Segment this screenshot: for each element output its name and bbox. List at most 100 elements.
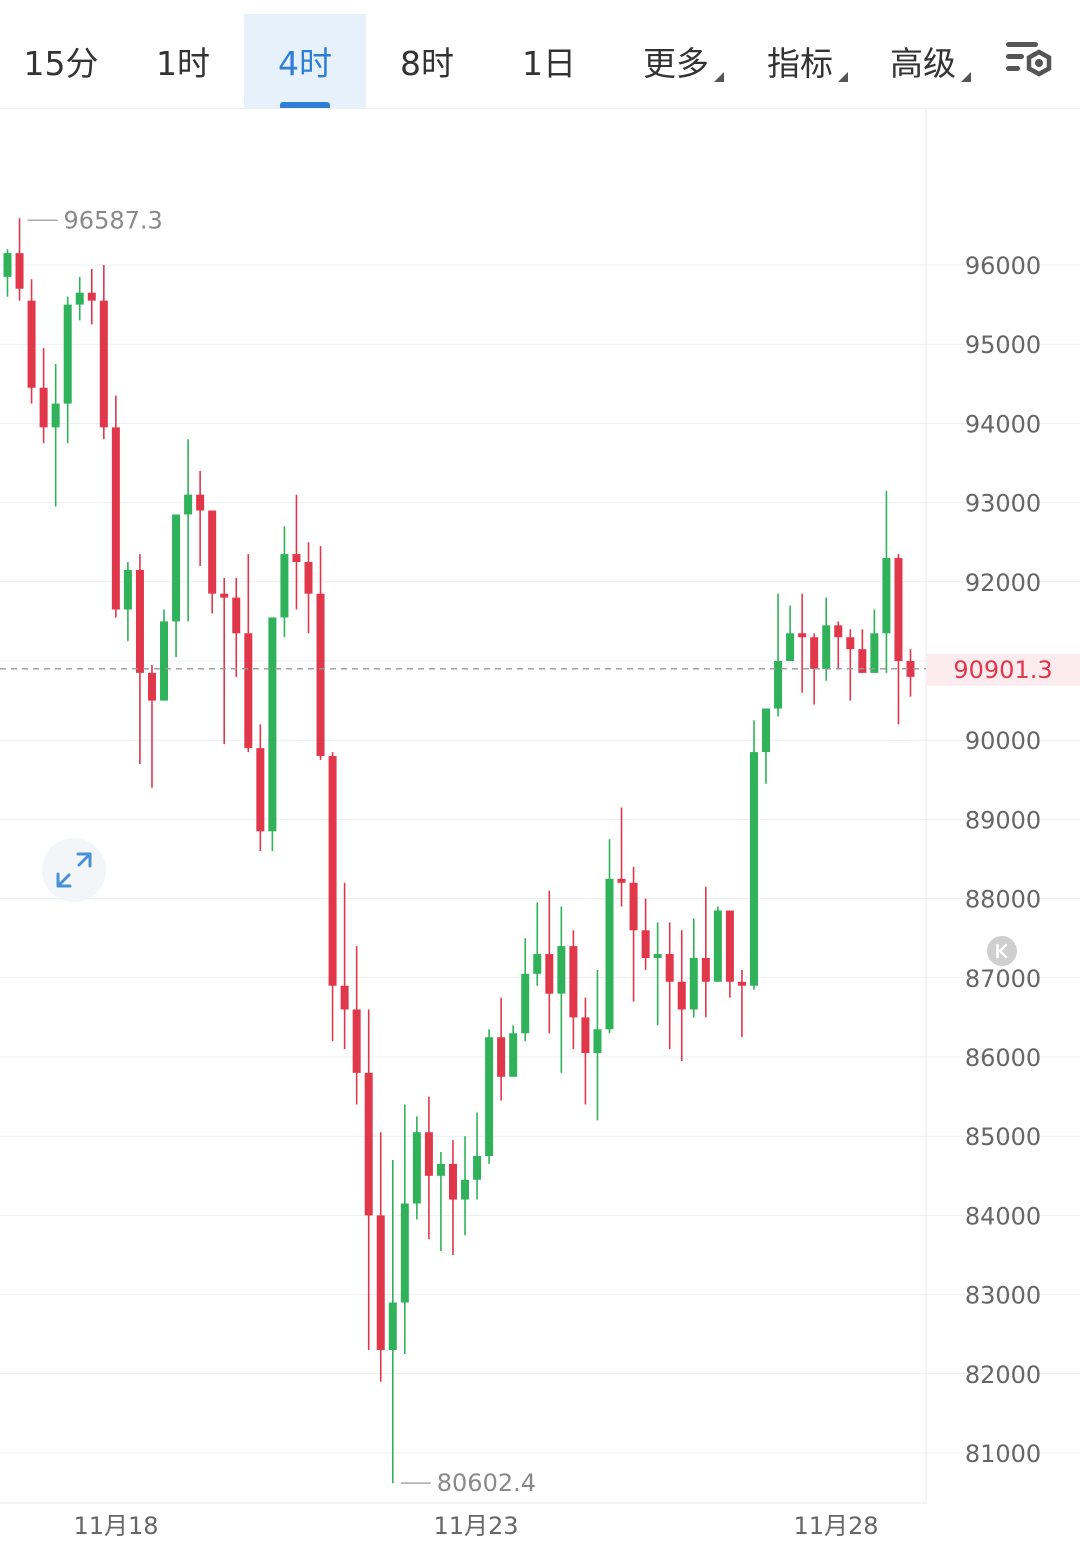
candle-body	[196, 494, 205, 511]
candle	[774, 593, 783, 717]
candle-body	[123, 569, 132, 610]
candle-body	[870, 633, 879, 673]
candle	[268, 617, 277, 852]
candle-body	[412, 1132, 421, 1204]
candle-body	[629, 882, 638, 931]
candlestick-chart[interactable]: 96000 95000 94000 93000 92000 90000 89000 88000…	[0, 108, 1080, 1555]
candle	[208, 510, 217, 614]
price-tick-label: 83000	[965, 1282, 1041, 1310]
menu-label: 高级	[890, 44, 956, 83]
active-tab-indicator	[280, 102, 330, 108]
tab-1day[interactable]: 1日	[488, 14, 610, 108]
candle-body	[448, 1163, 457, 1200]
candle-body	[569, 946, 578, 1018]
candle-body	[51, 403, 60, 428]
candle	[870, 609, 879, 673]
chart-grid	[0, 264, 1080, 1454]
candle-body	[641, 930, 650, 958]
candle	[473, 1112, 482, 1200]
dropdown-triangle-icon	[961, 72, 971, 82]
candle	[749, 720, 758, 990]
candle	[858, 629, 867, 673]
candle	[786, 605, 795, 661]
candle-body	[521, 973, 530, 1034]
candle-body	[786, 633, 795, 661]
candle	[834, 621, 843, 669]
candle	[256, 724, 265, 852]
candle-body	[63, 304, 72, 404]
candle	[762, 708, 771, 784]
candle-body	[220, 593, 229, 598]
candle-body	[232, 597, 241, 634]
candle	[581, 997, 590, 1105]
candle-body	[87, 292, 96, 301]
candle-body	[665, 954, 674, 982]
candle	[27, 279, 36, 404]
chart-settings-button[interactable]	[1002, 38, 1054, 86]
timeframe-toolbar: 15分 1时 4时 8时 1日 更多 指标 高级	[0, 0, 1080, 109]
candle	[689, 918, 698, 1018]
candle	[725, 910, 734, 998]
candle	[497, 997, 506, 1101]
scroll-to-latest-button[interactable]	[987, 936, 1017, 966]
candle	[822, 597, 831, 681]
candle	[352, 946, 361, 1105]
jump-to-latest-icon	[996, 943, 1008, 959]
tab-4hour[interactable]: 4时	[244, 14, 366, 108]
menu-label: 指标	[767, 44, 833, 83]
candle	[292, 494, 301, 610]
indicators-menu[interactable]: 指标	[748, 14, 852, 108]
candle	[304, 542, 313, 634]
advanced-menu[interactable]: 高级	[871, 14, 975, 108]
tab-8hour[interactable]: 8时	[366, 14, 488, 108]
candle	[99, 265, 108, 440]
candle-body	[725, 910, 734, 982]
candle-body	[75, 292, 84, 305]
candle-body	[244, 633, 253, 749]
candle-body	[111, 427, 120, 610]
candle-body	[147, 672, 156, 701]
candle-body	[268, 617, 277, 832]
extreme-markers: 96587.3 80602.4	[27, 206, 536, 1497]
candle	[412, 1116, 421, 1220]
candle	[509, 1025, 518, 1077]
price-tick-label: 88000	[965, 886, 1041, 914]
candle	[701, 886, 710, 1018]
candle-body	[581, 1017, 590, 1054]
price-tick-label: 89000	[965, 806, 1041, 834]
candle-body	[810, 637, 819, 669]
candle-body	[436, 1163, 445, 1176]
candle-body	[822, 625, 831, 669]
time-tick-label: 11月23	[433, 1512, 518, 1540]
candle	[232, 577, 241, 677]
candle	[220, 577, 229, 745]
more-menu[interactable]: 更多	[624, 14, 728, 108]
candle-body	[677, 981, 686, 1010]
candle-body	[340, 985, 349, 1010]
candle-body	[749, 752, 758, 986]
candle	[461, 1136, 470, 1236]
candle-body	[256, 748, 265, 832]
menu-label: 更多	[643, 44, 709, 83]
candle-body	[713, 910, 722, 982]
tab-label: 1日	[522, 44, 576, 83]
candle-body	[906, 661, 915, 677]
candle	[533, 902, 542, 986]
tab-1hour[interactable]: 1时	[122, 14, 244, 108]
candle	[328, 752, 337, 1042]
candle-body	[352, 1009, 361, 1073]
candle	[63, 296, 72, 444]
candle-body	[172, 514, 181, 622]
candle	[737, 969, 746, 1038]
tab-15min[interactable]: 15分	[0, 14, 122, 108]
candle-body	[605, 878, 614, 1030]
candle	[798, 593, 807, 693]
candle	[906, 649, 915, 697]
dropdown-triangle-icon	[714, 72, 724, 82]
candle-body	[461, 1179, 470, 1200]
expand-chart-button[interactable]	[42, 838, 106, 902]
tab-label: 4时	[278, 44, 332, 83]
candle-body	[593, 1029, 602, 1054]
candle	[51, 364, 60, 507]
candle	[3, 249, 12, 297]
